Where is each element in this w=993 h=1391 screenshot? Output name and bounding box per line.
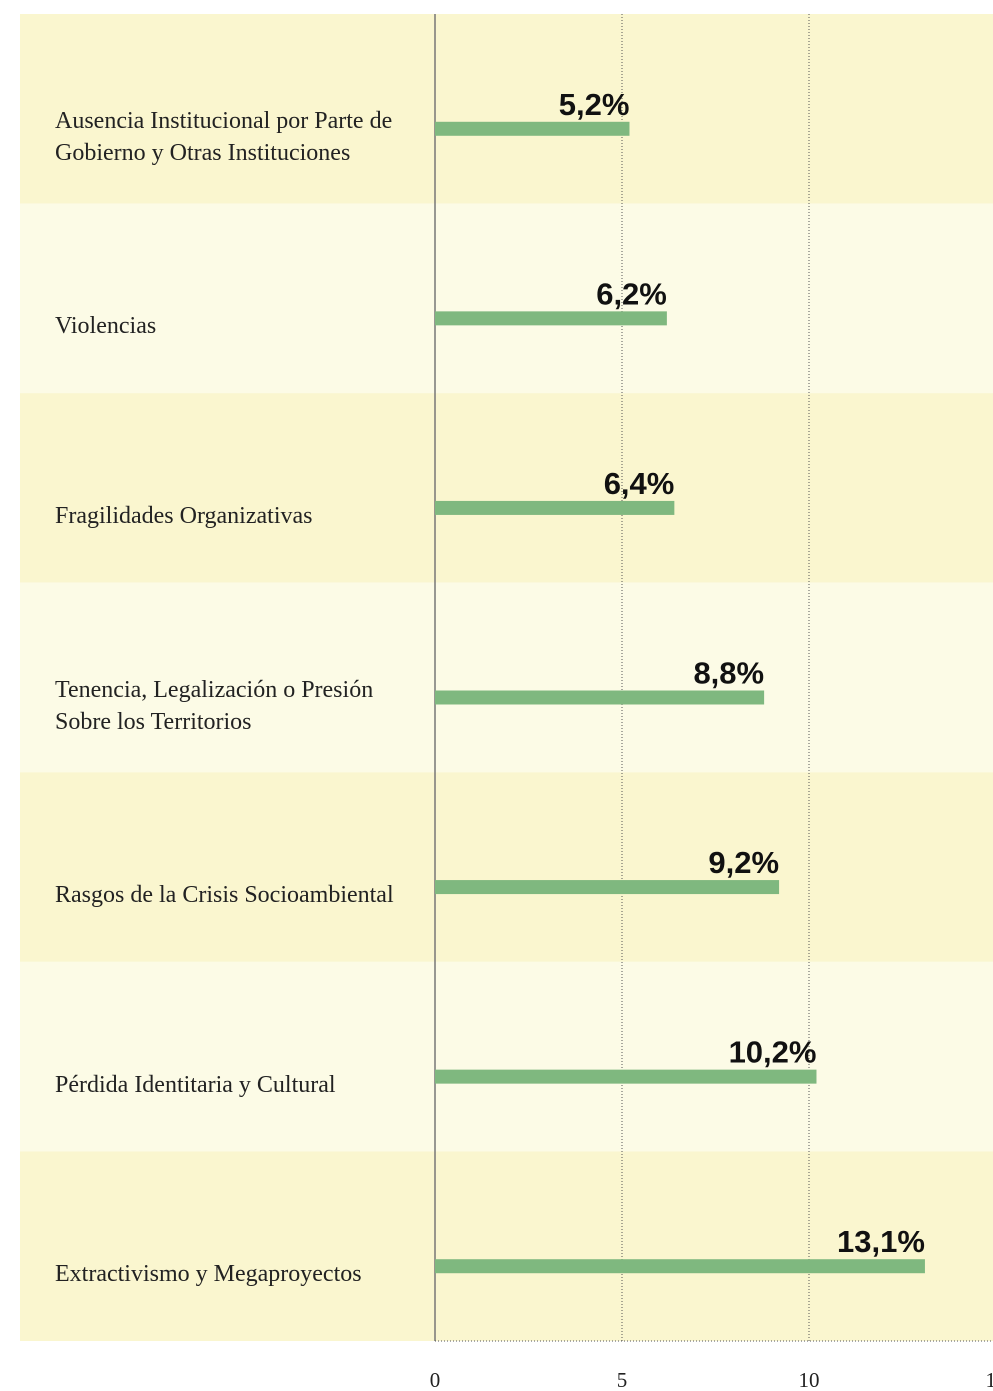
- row-band: [20, 582, 993, 773]
- bar: [435, 500, 675, 515]
- x-tick-label: 5: [617, 1368, 628, 1391]
- x-tick-label: 10: [799, 1368, 820, 1391]
- category-label: Tenencia, Legalización o Presión Sobre l…: [55, 676, 374, 735]
- category-label: Extractivismo y Megaproyectos: [55, 1261, 362, 1288]
- bar: [435, 121, 630, 136]
- bar: [435, 1259, 925, 1274]
- category-label: Fragilidades Organizativas: [55, 502, 313, 529]
- value-label: 9,2%: [708, 845, 779, 880]
- value-label: 6,2%: [596, 276, 667, 311]
- row-band: [20, 772, 993, 962]
- row-band: [20, 14, 993, 204]
- value-label: 6,4%: [604, 466, 675, 501]
- bar: [435, 311, 667, 326]
- row-band: [20, 1151, 993, 1341]
- row-band: [20, 203, 993, 394]
- category-label: Ausencia Institucional por Parte de Gobi…: [55, 107, 393, 166]
- value-label: 8,8%: [693, 656, 764, 691]
- bar: [435, 1069, 817, 1084]
- bar: [435, 880, 780, 895]
- value-label: 10,2%: [729, 1035, 817, 1070]
- row-band: [20, 393, 993, 583]
- x-tick-label: 15: [986, 1368, 993, 1391]
- value-label: 5,2%: [559, 87, 630, 122]
- row-band: [20, 961, 993, 1152]
- category-label: Pérdida Identitaria y Cultural: [55, 1071, 336, 1098]
- x-tick-label: 0: [430, 1368, 441, 1391]
- value-label: 13,1%: [837, 1224, 925, 1259]
- category-label: Violencias: [55, 313, 157, 340]
- category-label: Rasgos de la Crisis Socioambiental: [55, 882, 394, 909]
- bar: [435, 690, 765, 705]
